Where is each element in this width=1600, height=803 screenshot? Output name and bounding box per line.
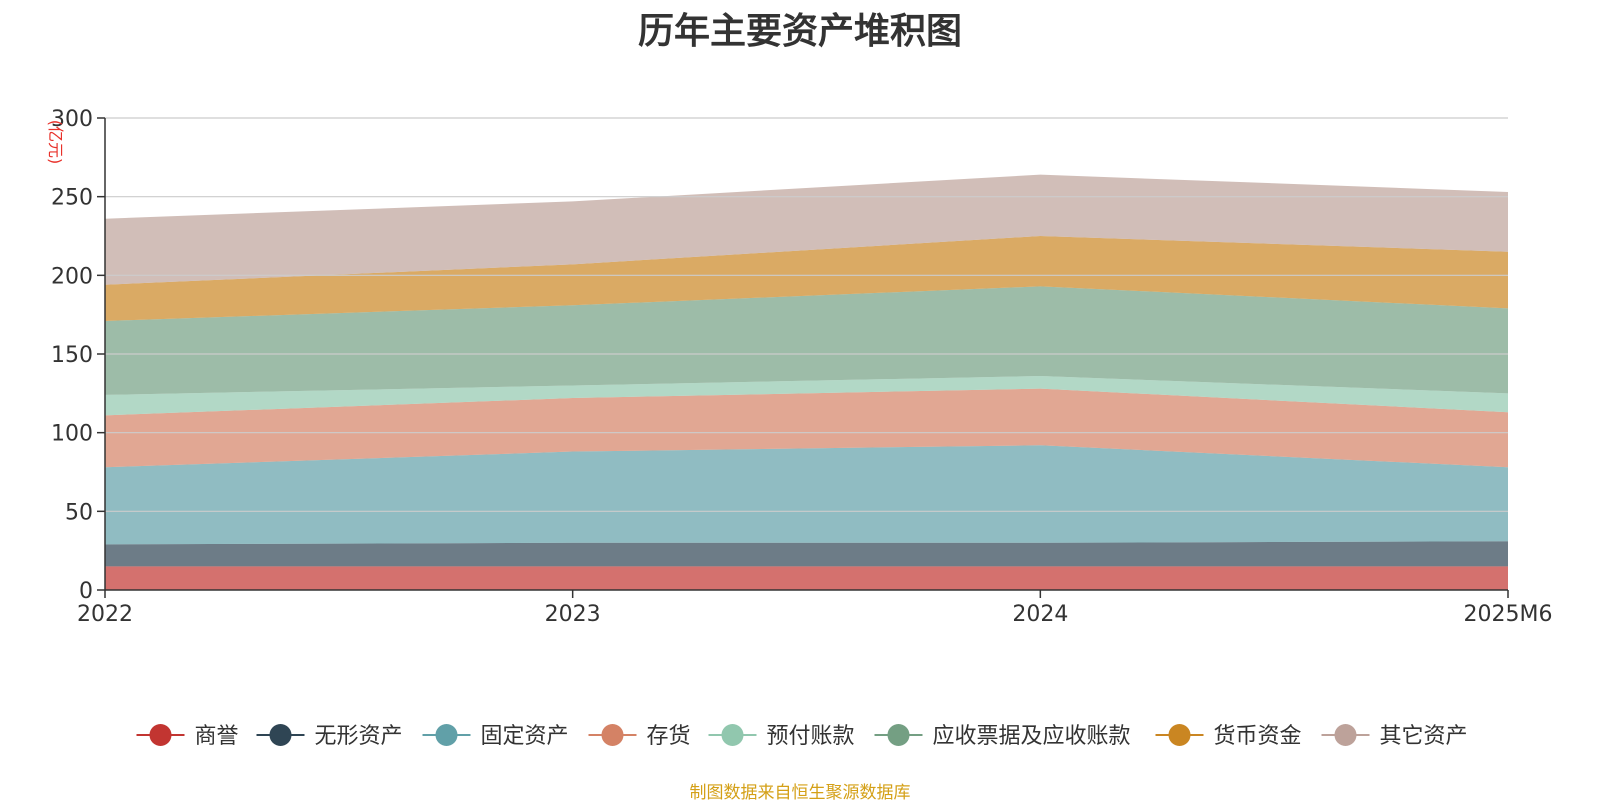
legend-item[interactable]: 固定资产: [422, 724, 569, 749]
area-series-7[interactable]: [105, 174, 1508, 285]
grid-lines: [105, 117, 1508, 512]
y-tick-label: 0: [79, 579, 93, 604]
area-series-4[interactable]: [105, 376, 1508, 416]
area-series: [105, 174, 1508, 590]
legend-label: 货币资金: [1214, 724, 1302, 749]
legend-item[interactable]: 预付账款: [708, 724, 855, 749]
legend-label: 预付账款: [767, 724, 855, 749]
legend-item[interactable]: 货币资金: [1155, 724, 1302, 749]
y-tick-label: 250: [51, 186, 93, 211]
legend[interactable]: 商誉 无形资产 固定资产 存货 预付账款 应收票据及应收账款 货币资金 其它资产: [136, 724, 1468, 749]
area-series-2[interactable]: [105, 445, 1508, 545]
legend-marker: [149, 724, 172, 746]
y-tick-label: 50: [65, 500, 93, 525]
y-tick-label: 100: [51, 422, 93, 447]
y-tick-label: 200: [51, 264, 93, 289]
legend-label: 应收票据及应收账款: [933, 724, 1131, 749]
legend-marker: [887, 724, 910, 746]
legend-marker: [1168, 724, 1191, 746]
legend-label: 存货: [647, 724, 691, 749]
x-tick-label: 2022: [77, 602, 133, 627]
legend-marker: [435, 724, 458, 746]
legend-item[interactable]: 应收票据及应收账款: [874, 724, 1131, 749]
area-series-6[interactable]: [105, 236, 1508, 321]
legend-marker: [601, 724, 624, 746]
legend-item[interactable]: 无形资产: [256, 724, 403, 749]
area-series-1[interactable]: [105, 541, 1508, 567]
legend-marker: [721, 724, 744, 746]
legend-label: 其它资产: [1380, 724, 1468, 749]
x-tick-label: 2023: [545, 602, 601, 627]
axes: 0 50 100 150 200 250 300 2022 2023 2024 2025M6: [51, 107, 1552, 627]
legend-label: 无形资产: [315, 724, 403, 749]
x-tick-label: 2024: [1012, 602, 1068, 627]
area-series-5[interactable]: [105, 286, 1508, 395]
area-series-3[interactable]: [105, 388, 1508, 468]
legend-marker: [1334, 724, 1357, 746]
legend-marker: [269, 724, 292, 746]
y-tick-label: 300: [51, 107, 93, 132]
x-tick-label: 2025M6: [1464, 602, 1553, 627]
chart-title: 历年主要资产堆积图: [637, 11, 962, 52]
area-series-0[interactable]: [105, 566, 1508, 590]
y-tick-label: 150: [51, 343, 93, 368]
y-axis-unit-label: (亿元): [46, 120, 65, 165]
source-note: 制图数据来自恒生聚源数据库: [689, 783, 911, 803]
legend-item[interactable]: 其它资产: [1321, 724, 1468, 749]
legend-label: 商誉: [195, 724, 239, 749]
legend-label: 固定资产: [481, 724, 569, 749]
legend-item[interactable]: 商誉: [136, 724, 239, 749]
legend-item[interactable]: 存货: [588, 724, 691, 749]
